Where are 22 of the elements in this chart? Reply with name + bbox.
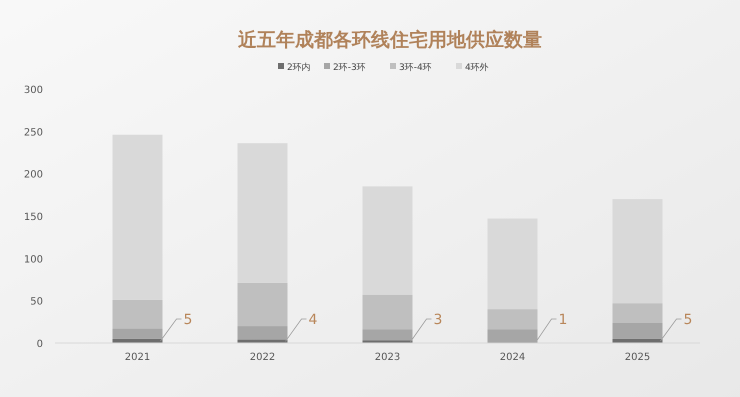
y-tick-label: 50 [30, 296, 43, 308]
data-label: 1 [558, 312, 568, 328]
data-label: 4 [308, 312, 318, 328]
data-label: 5 [184, 312, 192, 328]
y-tick-label: 0 [36, 339, 43, 350]
y-tick-label: 200 [24, 170, 43, 181]
y-tick-label: 300 [24, 85, 43, 96]
chart-title: 近五年成都各环线住宅用地供应数量 [237, 29, 542, 51]
data-label: 5 [684, 312, 692, 328]
legend-label: 3环-4环 [399, 63, 432, 73]
legend-label: 2环内 [287, 62, 311, 73]
data-label: 3 [434, 312, 442, 328]
y-tick-label: 100 [24, 254, 43, 266]
x-tick-label: 2025 [624, 352, 650, 363]
legend-label: 2环-3环 [333, 63, 366, 73]
x-tick-label: 2023 [374, 352, 400, 363]
x-tick-label: 2024 [500, 352, 526, 363]
y-tick-label: 250 [24, 127, 43, 138]
x-tick-label: 2021 [124, 352, 150, 363]
y-tick-label: 150 [24, 212, 43, 223]
x-tick-label: 2022 [250, 352, 276, 363]
legend-label: 4环外 [465, 62, 489, 73]
